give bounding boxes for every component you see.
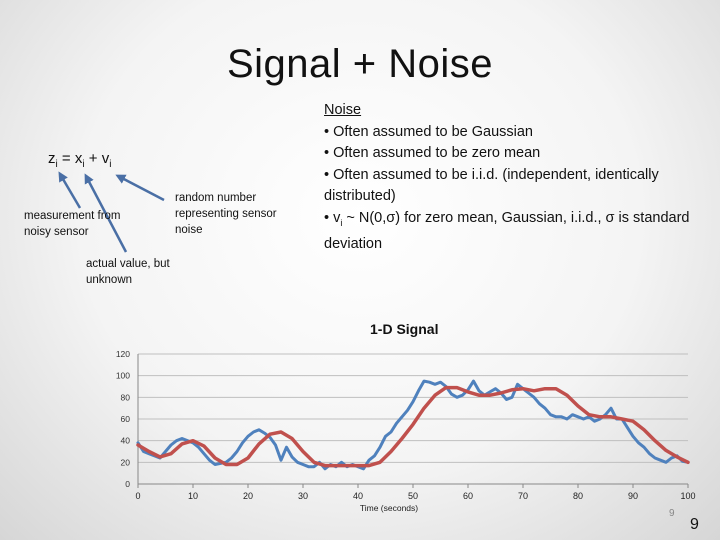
x-tick-label: 70 (518, 491, 528, 501)
y-tick-label: 100 (116, 371, 130, 381)
noise-bullet-gaussian: • Often assumed to be Gaussian (324, 123, 533, 140)
y-tick-label: 120 (116, 349, 130, 359)
true-signal-line (136, 385, 690, 468)
bullet4-prefix: • v (324, 209, 341, 226)
eq-v: v (101, 150, 110, 167)
x-tick-label: 60 (463, 491, 473, 501)
bullet4-sub: i (340, 217, 343, 228)
noise-bullets: Noise • Often assumed to be Gaussian • O… (324, 100, 694, 256)
y-tick-label: 80 (121, 392, 131, 402)
noise-bullet-distribution: • vi ~ N(0,σ) for zero mean, Gaussian, i… (324, 208, 694, 256)
y-tick-label: 40 (121, 436, 131, 446)
eq-equals: = (57, 150, 75, 167)
measurement-label: measurement from noisy sensor (24, 210, 121, 238)
eq-plus: + (84, 150, 102, 167)
x-tick-label: 30 (298, 491, 308, 501)
bullet4-rest: ~ N(0,σ) for zero mean, Gaussian, i.i.d.… (324, 209, 690, 253)
y-tick-label: 20 (121, 457, 131, 467)
y-tick-label: 60 (121, 414, 131, 424)
page-number: 9 (690, 516, 699, 533)
y-tick-label: 0 (125, 479, 130, 489)
x-tick-label: 100 (680, 491, 695, 501)
eq-z: z (48, 150, 56, 167)
noise-equation: zi = xi + vi (48, 150, 111, 170)
x-tick-label: 0 (135, 491, 140, 501)
page-number-small: 9 (669, 508, 675, 519)
eq-x: x (74, 150, 83, 167)
noise-bullet-zero-mean: • Often assumed to be zero mean (324, 145, 541, 162)
noise-heading: Noise (324, 102, 362, 118)
eq-z-sub: i (55, 159, 58, 170)
x-tick-label: 20 (243, 491, 253, 501)
x-axis-label: Time (seconds) (360, 503, 418, 513)
actual-value-label: actual value, but unknown (86, 258, 170, 286)
eq-x-sub: i (82, 159, 85, 170)
noise-bullet-iid: • Often assumed to be i.i.d. (independen… (324, 166, 659, 205)
measured-signal-line (136, 379, 690, 471)
eq-v-sub: i (109, 159, 112, 170)
x-tick-label: 50 (408, 491, 418, 501)
x-tick-label: 40 (353, 491, 363, 501)
slide-title: Signal + Noise (226, 42, 494, 86)
x-tick-label: 80 (573, 491, 583, 501)
x-tick-label: 90 (628, 491, 638, 501)
chart-title: 1-D Signal (370, 321, 439, 337)
x-tick-label: 10 (188, 491, 198, 501)
random-noise-label: random number representing sensor noise (175, 192, 277, 236)
